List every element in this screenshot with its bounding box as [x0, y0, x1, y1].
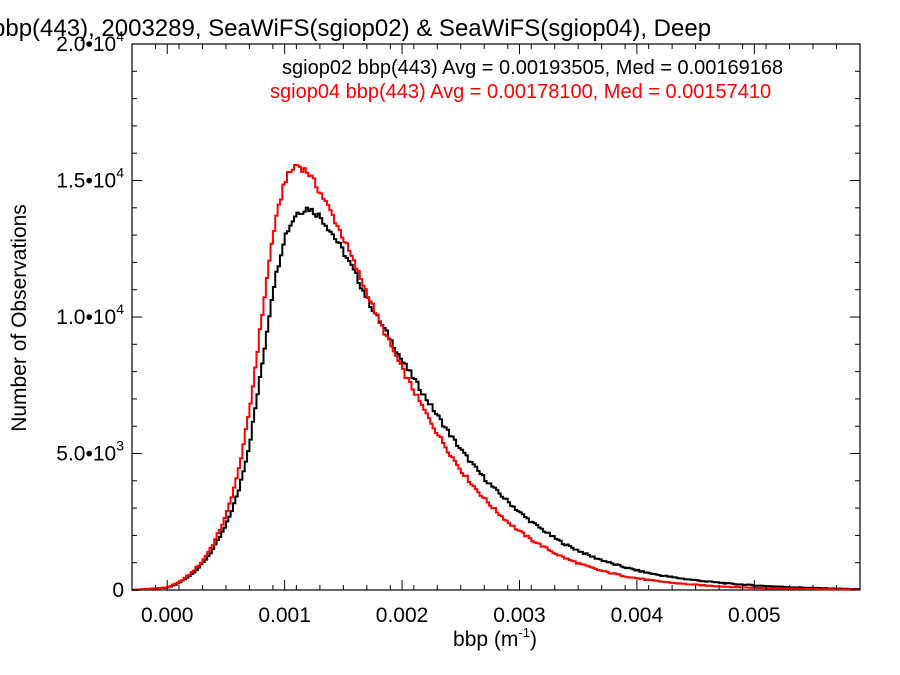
y-tick-label: 5.0•103	[56, 438, 124, 466]
x-tick-label: 0.000	[141, 604, 194, 627]
y-tick-label: 2.0•104	[56, 28, 124, 56]
series-layer	[132, 164, 860, 591]
x-tick-label: 0.003	[493, 604, 546, 627]
x-axis-label: bbp (m-1)	[453, 625, 537, 651]
x-tick-label: 0.002	[376, 604, 429, 627]
legend-entry-sgiop02: sgiop02 bbp(443) Avg = 0.00193505, Med =…	[282, 57, 783, 79]
legend-entry-sgiop04: sgiop04 bbp(443) Avg = 0.00178100, Med =…	[270, 81, 771, 103]
y-tick-label: 1.5•104	[56, 165, 124, 193]
legend: sgiop02 bbp(443) Avg = 0.00193505, Med =…	[270, 57, 783, 103]
y-axis: 0 5.0•103 1.0•104 1.5•104 2.0•104	[56, 28, 860, 602]
y-tick-label: 1.0•104	[56, 301, 124, 329]
x-tick-label: 0.005	[728, 604, 781, 627]
x-axis: 0.000 0.001 0.002 0.003 0.004 0.005	[131, 44, 861, 627]
series-line-sgiop02	[132, 206, 860, 591]
series-line-sgiop04	[132, 164, 860, 591]
y-axis-label: Number of Observations	[8, 204, 31, 432]
x-tick-label: 0.001	[258, 604, 311, 627]
x-tick-label: 0.004	[611, 604, 664, 627]
y-tick-label: 0	[112, 579, 124, 602]
chart-title: bbp(443), 2003289, SeaWiFS(sgiop02) & Se…	[0, 15, 711, 42]
